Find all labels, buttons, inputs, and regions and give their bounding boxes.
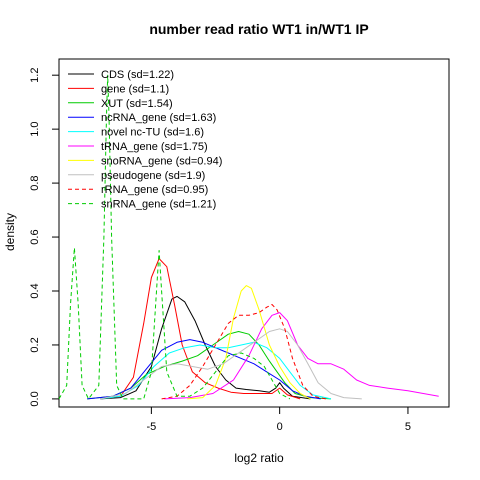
x-axis-label: log2 ratio [234,451,284,465]
legend: CDS (sd=1.22) gene (sd=1.1) XUT (sd=1.54) n… [68,69,222,211]
series-line [100,295,311,400]
legend-label: XUT (sd=1.54) [101,98,173,110]
y-tick-label: 1.2 [29,68,41,83]
legend-label: tRNA_gene (sd=1.75) [101,141,208,153]
legend-label: pseudogene (sd=1.9) [101,170,205,182]
series-line [164,312,439,400]
series-line [99,328,362,400]
x-tick-label: 5 [405,421,411,433]
legend-label: CDS (sd=1.22) [101,69,174,81]
legend-label: rRNA_gene (sd=0.95) [101,184,208,196]
series-layer [58,74,439,400]
x-tick-label: 0 [277,421,283,433]
x-tick-label: -5 [146,421,156,433]
y-tick-label: 0.2 [29,337,41,352]
chart-title: number read ratio WT1 in/WT1 IP [149,21,368,37]
legend-label: gene (sd=1.1) [101,83,169,95]
series-line [87,331,332,400]
legend-label: novel nc-TU (sd=1.6) [101,127,204,139]
y-tick-label: 0.4 [29,283,41,298]
plot-area-frame [58,58,450,408]
legend-label: ncRNA_gene (sd=1.63) [101,112,216,124]
y-axis-label: density [3,213,17,251]
series-line [100,258,301,400]
y-tick-label: 0.6 [29,229,41,244]
legend-label: snRNA_gene (sd=1.21) [101,199,216,211]
y-tick-label: 0.0 [29,391,41,406]
series-line [187,285,311,400]
axes: -5 0 5 0.0 0.2 0.4 0.6 0.8 1.0 1.2 [29,68,411,433]
y-tick-label: 0.8 [29,175,41,190]
legend-label: snoRNA_gene (sd=0.94) [101,155,222,167]
y-tick-label: 1.0 [29,121,41,136]
